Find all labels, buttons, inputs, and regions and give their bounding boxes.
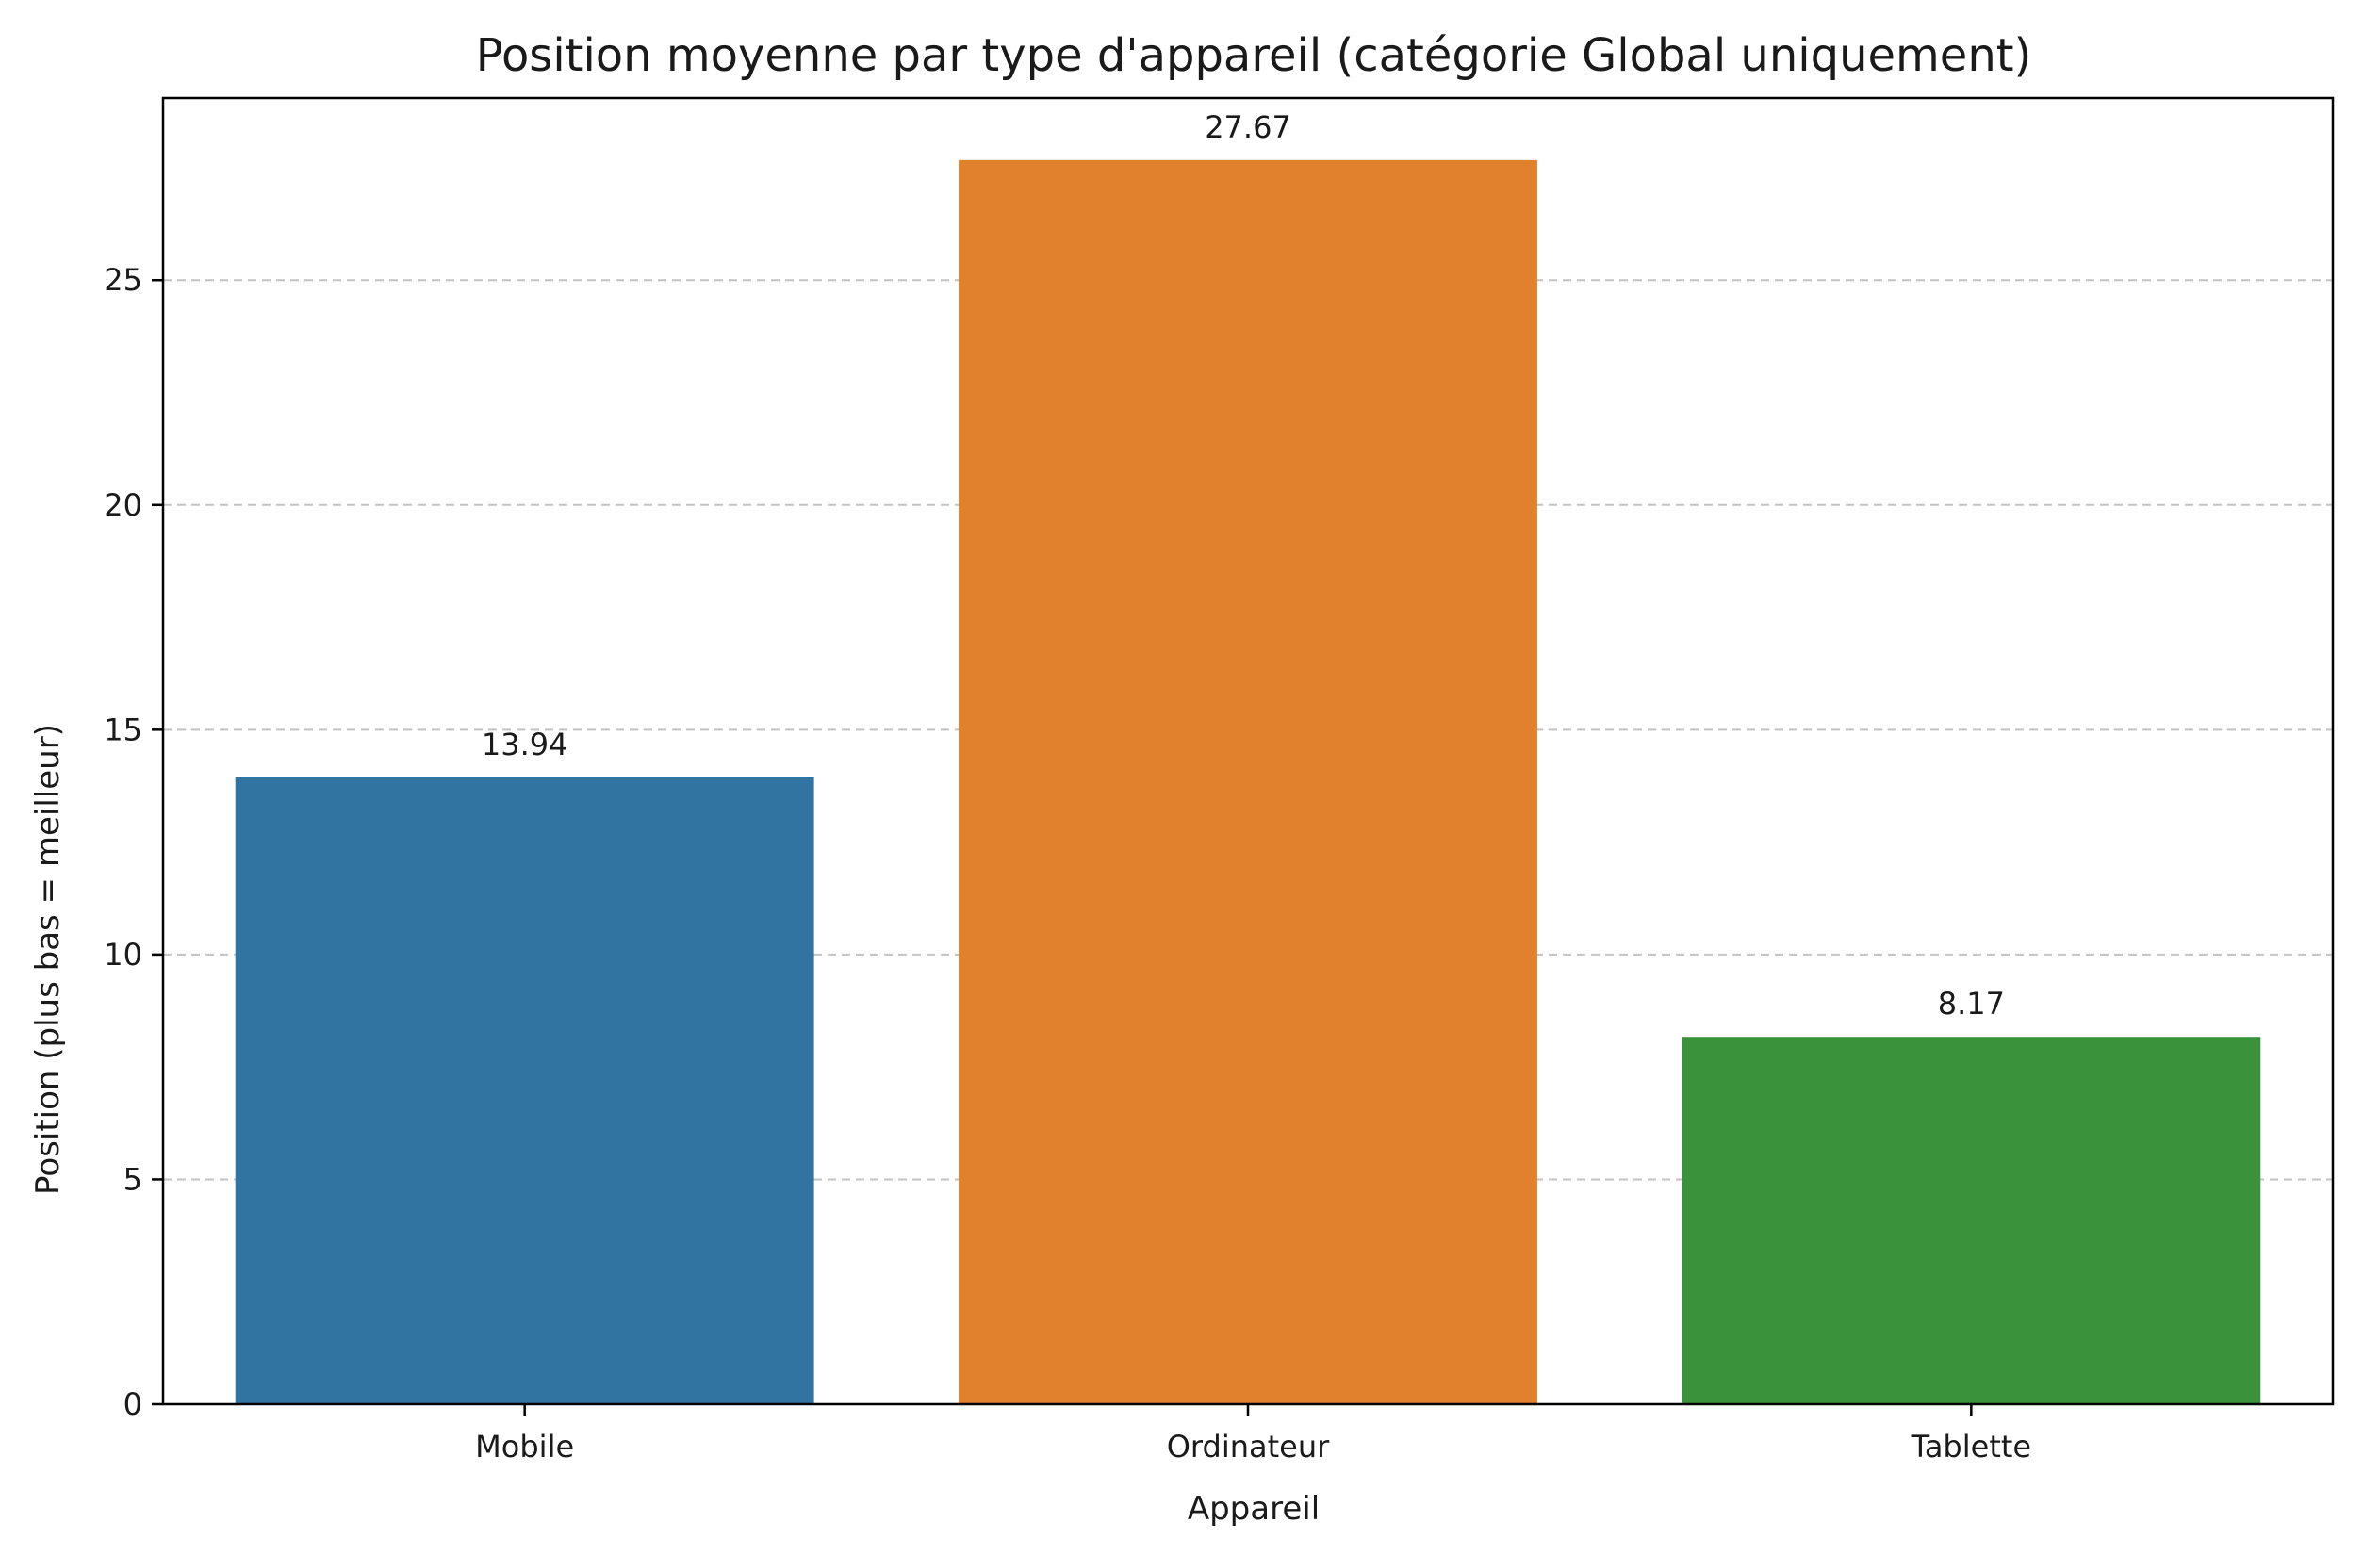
x-tick-label: Tablette: [1911, 1429, 2032, 1465]
bar-value-label: 8.17: [1938, 986, 2005, 1022]
bars: [235, 159, 2261, 1405]
x-axis-label: Appareil: [1188, 1490, 1320, 1528]
y-tick-label: 15: [104, 712, 142, 747]
y-tick-label: 10: [104, 937, 142, 973]
bar-ordinateur: [959, 159, 1537, 1405]
bar-value-label: 13.94: [482, 727, 568, 762]
y-axis-label: Position (plus bas = meilleur): [29, 724, 67, 1195]
y-tick-label: 5: [123, 1161, 142, 1197]
value-labels: 13.94 27.67 8.17: [482, 109, 2005, 1022]
plot-frame: [161, 96, 2335, 1406]
x-tick-label: Mobile: [475, 1429, 574, 1465]
chart-title: Position moyenne par type d'appareil (ca…: [476, 29, 2032, 82]
y-tick-label: 20: [104, 487, 142, 523]
y-tick-label: 0: [123, 1386, 142, 1422]
bar-value-label: 27.67: [1205, 109, 1291, 145]
bar-tablette: [1682, 1037, 2261, 1404]
y-tick-label: 25: [104, 262, 142, 298]
y-axis: 0 5 10 15 20 25: [104, 262, 163, 1422]
bar-mobile: [235, 777, 814, 1404]
x-axis: Mobile Ordinateur Tablette: [475, 1404, 2031, 1465]
x-tick-label: Ordinateur: [1167, 1429, 1330, 1465]
